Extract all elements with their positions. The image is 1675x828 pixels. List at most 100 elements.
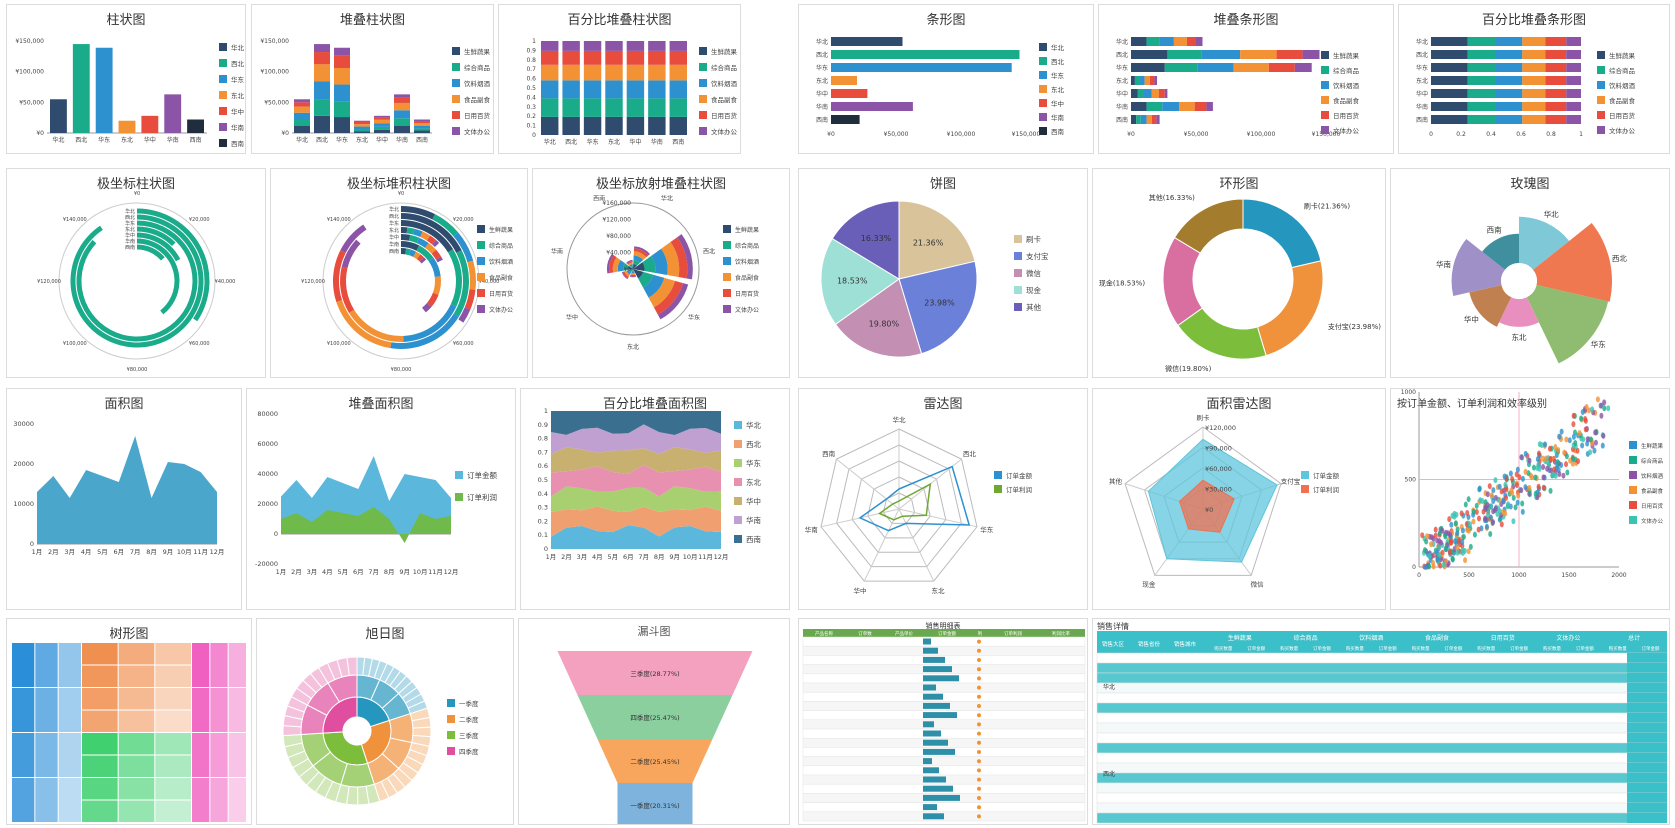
bar-segment bbox=[541, 116, 559, 135]
scatter-point bbox=[1497, 483, 1502, 490]
scatter-point bbox=[1443, 533, 1448, 540]
data-label: 华中 bbox=[1464, 314, 1479, 324]
tick-label: 东北 bbox=[121, 136, 133, 144]
panel-pie: 饼图 21.36% 23.98% 19.80% 18.53% 16.33% 刷卡 支付宝 微信现… bbox=[798, 168, 1088, 378]
panel-polarstack: 极坐标堆积柱状图 华北 西北 华东 东北 华中 华南 西南 ¥0 ¥20,000 ¥40,000 ¥6… bbox=[270, 168, 528, 378]
radial-segment bbox=[642, 255, 656, 273]
scatter-point bbox=[1514, 482, 1519, 489]
polar-bar-segment bbox=[428, 257, 441, 278]
legend-label: 食品副食 bbox=[1609, 96, 1636, 105]
bar-segment bbox=[1158, 89, 1165, 98]
area-fill bbox=[37, 436, 217, 544]
scatter-point bbox=[1555, 459, 1560, 466]
tick-label: 华东 bbox=[816, 64, 828, 72]
tick-label: ¥80,000 bbox=[391, 367, 412, 373]
tick-label: 西南 bbox=[416, 136, 428, 144]
scatter-point bbox=[1440, 549, 1445, 556]
tick-label: 华北 bbox=[389, 206, 399, 213]
scatter-point bbox=[1471, 518, 1476, 525]
table-row bbox=[1096, 662, 1668, 674]
table-row bbox=[1096, 762, 1668, 774]
legend-swatch bbox=[1629, 441, 1637, 449]
treemap-cell bbox=[155, 733, 191, 755]
bar-segment bbox=[1495, 89, 1523, 98]
legend-label: 西南 bbox=[746, 534, 761, 544]
radial-segment bbox=[677, 234, 693, 280]
bar-segment bbox=[374, 117, 390, 120]
radial-segment bbox=[633, 251, 647, 260]
legend-swatch bbox=[723, 289, 731, 297]
tick-label: 500 bbox=[1463, 572, 1475, 579]
legend-swatch bbox=[1014, 235, 1022, 243]
tick-label: 西北 bbox=[1116, 51, 1128, 59]
table-header-cell: 购买数量 bbox=[1412, 645, 1430, 652]
tick-label: 东北 bbox=[816, 77, 828, 85]
funnel-chart: 三季度(28.77%) 四季度(25.47%) 二季度(25.45%) 一季度(20.… bbox=[557, 651, 753, 824]
chart-title: 销售详情 bbox=[1097, 622, 1129, 631]
rose-petal bbox=[1482, 233, 1519, 270]
tick-label: 0 bbox=[544, 545, 548, 553]
table-header-cell: 订单金额 bbox=[1576, 645, 1594, 652]
radial-segment bbox=[638, 271, 654, 288]
bar-segment bbox=[1137, 89, 1144, 98]
table-dot bbox=[977, 639, 981, 644]
table-total-cell bbox=[1627, 743, 1667, 753]
bar bbox=[95, 47, 113, 133]
bar-segment bbox=[1566, 76, 1581, 85]
scatter-point bbox=[1580, 442, 1585, 449]
legend-label: 华北 bbox=[746, 420, 761, 430]
polar-bar bbox=[137, 244, 165, 261]
legend-label: 微信 bbox=[1026, 268, 1042, 278]
legend-label: 日用百货 bbox=[489, 290, 513, 298]
scatter-point bbox=[1520, 500, 1525, 507]
tick-label: 0.8 bbox=[526, 57, 536, 64]
bar-segment bbox=[1467, 89, 1496, 98]
bar-segment bbox=[562, 98, 580, 117]
treemap-cell bbox=[118, 778, 155, 800]
scatter-point bbox=[1533, 474, 1538, 481]
treemap-cell bbox=[82, 778, 118, 800]
radial-segment bbox=[628, 262, 633, 266]
tick-label: ¥120,000 bbox=[301, 279, 325, 285]
legend-swatch bbox=[1597, 111, 1605, 119]
bar-segment bbox=[648, 50, 666, 65]
legend-swatch bbox=[723, 305, 731, 313]
funnel-stage bbox=[617, 783, 693, 824]
table-total-cell bbox=[1627, 673, 1667, 683]
area-fill bbox=[551, 411, 721, 435]
scatter-point bbox=[1462, 547, 1467, 554]
scatter-point bbox=[1520, 475, 1525, 482]
scatter-point bbox=[1466, 527, 1471, 534]
legend-swatch bbox=[1597, 126, 1605, 134]
legend-swatch bbox=[447, 731, 455, 739]
treemap-cell bbox=[210, 778, 228, 822]
bar-segment bbox=[605, 116, 623, 135]
scatter-point bbox=[1476, 515, 1481, 522]
legend-label: 食品副食 bbox=[1333, 96, 1360, 105]
table-bar bbox=[923, 702, 950, 709]
bar-segment bbox=[1431, 89, 1468, 98]
table-row bbox=[802, 765, 1086, 776]
legend-swatch bbox=[455, 493, 463, 501]
tick-label: ¥120,000 bbox=[1205, 424, 1236, 432]
tick-label: 华南 bbox=[1116, 103, 1128, 111]
scatter-point bbox=[1583, 417, 1588, 424]
table-header bbox=[1097, 631, 1667, 653]
tick-label: 1500 bbox=[1561, 572, 1576, 579]
bar-segment bbox=[1196, 37, 1203, 46]
bar-segment bbox=[669, 50, 687, 65]
bar-segment bbox=[1144, 89, 1152, 98]
bar-segment bbox=[1156, 115, 1160, 124]
bar-segment bbox=[414, 119, 430, 122]
bar-segment bbox=[1545, 115, 1567, 124]
table-dot bbox=[977, 722, 981, 727]
data-label: 19.80% bbox=[869, 319, 900, 328]
bar-segment bbox=[562, 64, 580, 81]
tick-label: 5月 bbox=[97, 548, 108, 556]
radial-segment bbox=[626, 259, 633, 264]
scatter-point bbox=[1493, 505, 1498, 512]
scatter-point bbox=[1567, 437, 1572, 444]
scatter-point bbox=[1441, 561, 1446, 568]
legend-swatch bbox=[1629, 471, 1637, 479]
scatter-point bbox=[1535, 456, 1540, 463]
